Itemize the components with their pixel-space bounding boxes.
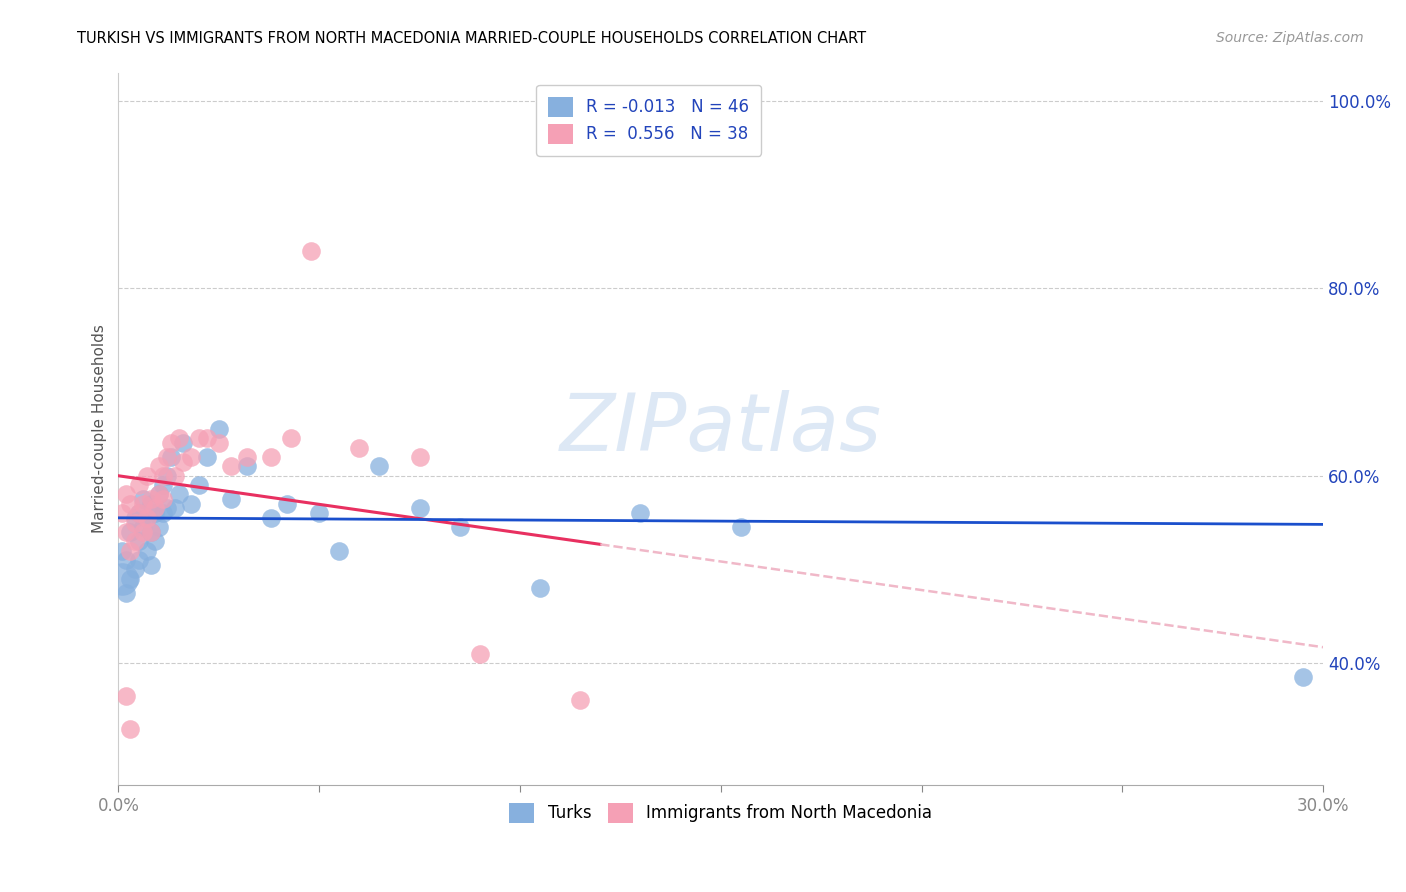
Point <box>111 572 134 586</box>
Point <box>139 492 162 507</box>
Point <box>219 459 242 474</box>
Point <box>349 441 371 455</box>
Point <box>449 520 471 534</box>
Point <box>139 524 162 539</box>
Point <box>163 468 186 483</box>
Point <box>148 459 170 474</box>
Point <box>120 497 142 511</box>
Point <box>124 534 146 549</box>
Point <box>468 647 491 661</box>
Point <box>159 436 181 450</box>
Point <box>280 431 302 445</box>
Point <box>128 506 150 520</box>
Point <box>124 562 146 576</box>
Point <box>156 501 179 516</box>
Point <box>143 534 166 549</box>
Text: TURKISH VS IMMIGRANTS FROM NORTH MACEDONIA MARRIED-COUPLE HOUSEHOLDS CORRELATION: TURKISH VS IMMIGRANTS FROM NORTH MACEDON… <box>77 31 866 46</box>
Point <box>115 487 138 501</box>
Point <box>139 558 162 572</box>
Point <box>131 497 153 511</box>
Point <box>195 431 218 445</box>
Point <box>131 492 153 507</box>
Point <box>276 497 298 511</box>
Point <box>128 534 150 549</box>
Point <box>111 543 134 558</box>
Point <box>180 450 202 464</box>
Point <box>120 543 142 558</box>
Point <box>172 436 194 450</box>
Point <box>187 478 209 492</box>
Point <box>131 524 153 539</box>
Point <box>124 511 146 525</box>
Point <box>408 501 430 516</box>
Point <box>128 478 150 492</box>
Point <box>143 506 166 520</box>
Point <box>135 511 157 525</box>
Point <box>120 722 142 736</box>
Point <box>152 468 174 483</box>
Point <box>111 506 134 520</box>
Legend: Turks, Immigrants from North Macedonia: Turks, Immigrants from North Macedonia <box>502 797 939 830</box>
Point <box>148 520 170 534</box>
Point <box>236 450 259 464</box>
Point <box>569 693 592 707</box>
Point <box>115 586 138 600</box>
Point <box>152 506 174 520</box>
Point <box>115 553 138 567</box>
Point <box>529 581 551 595</box>
Point <box>180 497 202 511</box>
Point <box>167 487 190 501</box>
Point <box>163 501 186 516</box>
Point <box>208 436 231 450</box>
Point <box>167 431 190 445</box>
Point <box>172 455 194 469</box>
Point <box>159 450 181 464</box>
Point <box>156 468 179 483</box>
Point <box>630 506 652 520</box>
Point <box>139 497 162 511</box>
Point <box>135 511 157 525</box>
Point <box>187 431 209 445</box>
Point <box>328 543 350 558</box>
Point <box>120 572 142 586</box>
Point <box>135 468 157 483</box>
Point <box>156 450 179 464</box>
Point <box>128 506 150 520</box>
Point <box>208 422 231 436</box>
Point <box>368 459 391 474</box>
Point <box>148 487 170 501</box>
Point <box>115 524 138 539</box>
Point <box>730 520 752 534</box>
Point <box>1292 670 1315 684</box>
Point <box>219 492 242 507</box>
Point <box>139 524 162 539</box>
Point <box>152 478 174 492</box>
Point <box>124 516 146 530</box>
Point <box>115 689 138 703</box>
Text: ZIPatlas: ZIPatlas <box>560 390 882 468</box>
Text: Source: ZipAtlas.com: Source: ZipAtlas.com <box>1216 31 1364 45</box>
Point <box>260 450 283 464</box>
Point <box>308 506 330 520</box>
Point <box>152 492 174 507</box>
Y-axis label: Married-couple Households: Married-couple Households <box>93 325 107 533</box>
Point <box>131 520 153 534</box>
Point <box>195 450 218 464</box>
Point <box>299 244 322 258</box>
Point <box>143 501 166 516</box>
Point <box>120 524 142 539</box>
Point <box>236 459 259 474</box>
Point <box>135 543 157 558</box>
Point <box>260 511 283 525</box>
Point <box>408 450 430 464</box>
Point <box>148 487 170 501</box>
Point <box>128 553 150 567</box>
